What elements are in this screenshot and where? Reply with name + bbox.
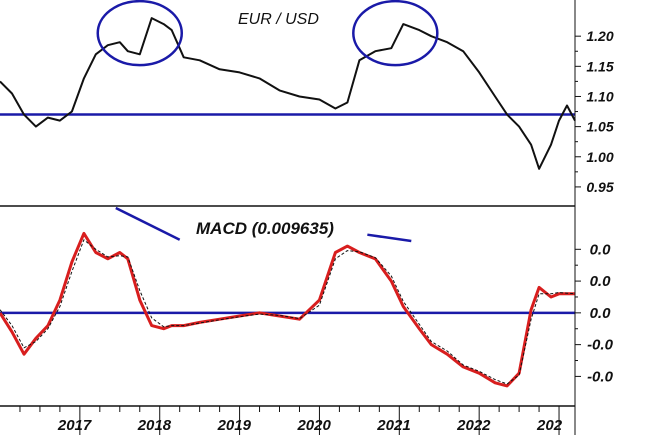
eur-usd-y-tick-label: 1.00	[586, 149, 613, 165]
macd-trendline	[115, 206, 181, 241]
x-tick-label: 2021	[376, 417, 410, 434]
macd-y-tick-label: 0.0	[590, 273, 612, 290]
macd-y-tick-label: -0.0	[587, 368, 614, 385]
eur-usd-y-tick-label: 1.10	[586, 88, 613, 104]
macd-series-line	[0, 231, 575, 388]
x-tick-label: 2018	[137, 417, 172, 434]
eur-usd-y-tick-label: 1.15	[586, 58, 613, 74]
macd-y-tick-label: 0.0	[590, 241, 612, 258]
eur-usd-highlight-ellipse	[352, 0, 439, 67]
macd-trendline	[367, 233, 412, 243]
x-axis: 2017 2018 2019 2020 2021 2022 202	[19, 406, 563, 435]
macd-y-tick-label: 0.0	[590, 305, 612, 322]
x-tick-label: 2017	[57, 417, 92, 434]
eur-usd-y-tick-label: 1.05	[586, 119, 613, 135]
chart-frame	[0, 0, 576, 435]
x-tick-label: 2019	[217, 417, 252, 434]
eur-usd-title: EUR / USD	[238, 11, 319, 28]
eur-usd-y-tick-label: 1.20	[586, 28, 613, 44]
x-tick-label: 202	[536, 417, 563, 434]
macd-panel: MACD (0.009635) 0.0 0.0 0.0 -0.0 -0.0	[0, 206, 614, 405]
macd-y-tick-label: -0.0	[587, 337, 614, 354]
eur-usd-series-line	[0, 17, 576, 170]
eur-usd-y-tick-label: 0.95	[586, 179, 613, 195]
x-tick-label: 2020	[296, 417, 331, 434]
eur-usd-panel: EUR / USD 1.20 1.15 1.10 1.05 1.00 0.95	[0, 0, 614, 205]
eur-usd-highlight-ellipse	[96, 0, 183, 67]
macd-title: MACD (0.009635)	[196, 219, 334, 238]
macd-signal-line	[0, 239, 576, 385]
x-tick-label: 2022	[456, 417, 491, 434]
